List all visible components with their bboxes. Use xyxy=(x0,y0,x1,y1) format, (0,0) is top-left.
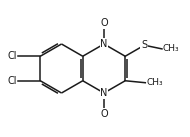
Text: O: O xyxy=(100,18,108,28)
Text: CH₃: CH₃ xyxy=(147,78,164,87)
Text: CH₃: CH₃ xyxy=(163,44,179,53)
Text: O: O xyxy=(100,109,108,119)
Text: N: N xyxy=(100,88,108,98)
Text: N: N xyxy=(100,39,108,49)
Text: Cl: Cl xyxy=(8,76,17,86)
Text: S: S xyxy=(141,40,147,50)
Text: Cl: Cl xyxy=(8,51,17,61)
